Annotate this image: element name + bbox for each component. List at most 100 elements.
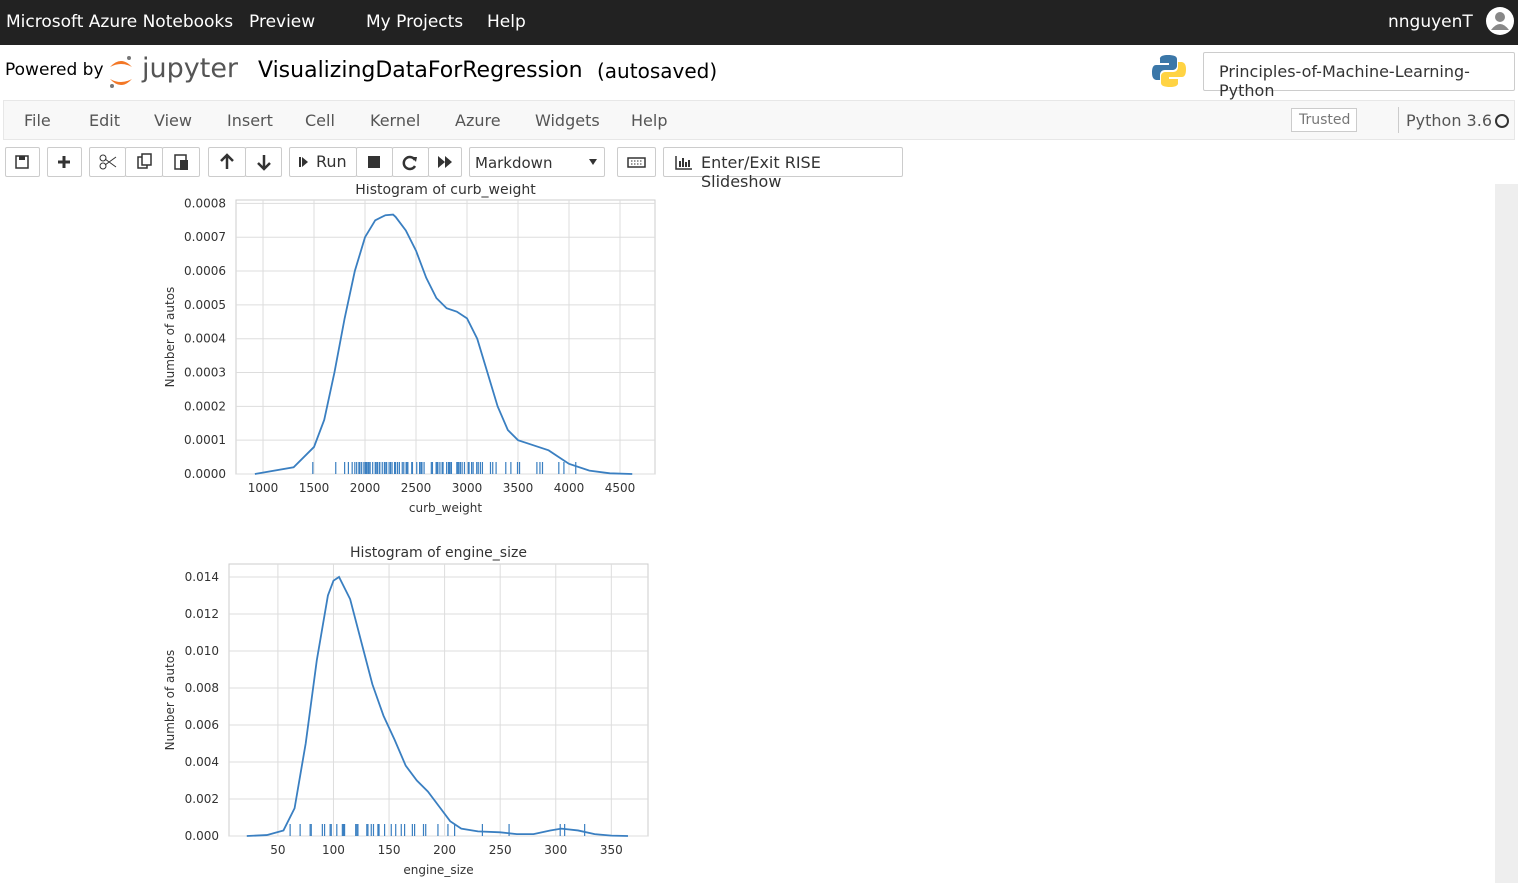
toolbar: Run Markdown Enter/Exit RISE Slideshow — [0, 145, 1518, 191]
x-tick-label: 150 — [378, 843, 401, 857]
menu-item[interactable]: Azure — [455, 111, 501, 130]
insert-button[interactable] — [47, 147, 82, 177]
y-tick-label: 0.0002 — [184, 399, 226, 413]
run-icon — [299, 157, 308, 167]
plot-area — [228, 563, 649, 837]
plus-icon — [58, 156, 70, 168]
copy-icon — [137, 153, 152, 169]
python-logo — [1152, 55, 1186, 87]
nav-link[interactable]: My Projects — [366, 12, 464, 32]
copy-button[interactable] — [125, 147, 163, 177]
project-button[interactable]: Principles-of-Machine-Learning-Python — [1203, 52, 1515, 100]
x-tick-label: 200 — [433, 843, 456, 857]
y-tick-label: 0.0001 — [184, 433, 226, 447]
cell-type[interactable]: Markdown — [475, 154, 553, 172]
keyboard-button[interactable] — [617, 147, 656, 177]
chart-title: Histogram of curb_weight — [355, 184, 536, 198]
y-tick-label: 0.006 — [185, 718, 219, 732]
save-button[interactable] — [5, 147, 40, 177]
x-axis-label: curb_weight — [409, 501, 483, 515]
cut-icon — [99, 154, 117, 170]
notebook-name[interactable]: VisualizingDataForRegression — [258, 58, 583, 83]
paste-button[interactable] — [162, 147, 200, 177]
menu-bar: Trusted Python 3.6 File Edit View Insert Cel… — [3, 100, 1515, 140]
save-status: (autosaved) — [597, 59, 718, 83]
y-tick-label: 0.002 — [185, 792, 219, 806]
restart-icon — [402, 155, 417, 171]
nav-link[interactable]: Help — [487, 12, 526, 32]
y-tick-label: 0.014 — [185, 570, 219, 584]
menu-item[interactable]: Help — [631, 111, 668, 130]
avatar[interactable] — [1485, 6, 1515, 36]
y-axis-label: Number of autos — [163, 287, 177, 388]
run-label[interactable]: Run — [316, 152, 347, 171]
preview: Preview — [249, 12, 316, 32]
x-tick-label: 3500 — [503, 481, 534, 495]
cut-button[interactable] — [89, 147, 126, 177]
x-tick-label: 1000 — [248, 481, 279, 495]
kde-line — [246, 575, 629, 837]
restart-button[interactable] — [392, 147, 429, 177]
x-tick-label: 2000 — [350, 481, 381, 495]
x-axis-label: engine_size — [403, 863, 473, 877]
move-down-button[interactable] — [245, 147, 282, 177]
menu-item[interactable]: Cell — [305, 111, 335, 130]
menu-item[interactable]: Widgets — [535, 111, 600, 130]
x-tick-label: 3000 — [452, 481, 483, 495]
x-tick-label: 4500 — [605, 481, 636, 495]
x-tick-label: 350 — [600, 843, 623, 857]
stop-icon — [368, 156, 380, 168]
scrollbar[interactable] — [1495, 184, 1518, 883]
move-up-button[interactable] — [208, 147, 246, 177]
powered-by: Powered by — [5, 60, 104, 80]
project-name[interactable]: Principles-of-Machine-Learning-Python — [1219, 62, 1470, 100]
plot-area — [235, 199, 656, 475]
run-all-button[interactable] — [428, 147, 462, 177]
cell-type-select[interactable]: Markdown — [469, 147, 605, 177]
menu-item[interactable]: Kernel — [370, 111, 421, 130]
y-tick-label: 0.0000 — [184, 467, 226, 481]
paste-icon — [174, 154, 188, 170]
trusted[interactable]: Trusted — [1299, 112, 1351, 128]
menu-item[interactable]: View — [154, 111, 192, 130]
trusted-badge[interactable]: Trusted — [1291, 108, 1357, 132]
x-tick-label: 2500 — [401, 481, 432, 495]
y-tick-label: 0.0003 — [184, 366, 226, 380]
y-tick-label: 0.010 — [185, 644, 219, 658]
y-tick-label: 0.000 — [185, 829, 219, 843]
x-tick-label: 250 — [489, 843, 512, 857]
dropdown-arrow — [589, 159, 597, 165]
menu-item[interactable]: Insert — [227, 111, 273, 130]
chart-title: Histogram of engine_size — [350, 545, 527, 561]
y-tick-label: 0.0008 — [184, 196, 226, 210]
y-tick-label: 0.0006 — [184, 264, 226, 278]
run-button[interactable]: Run — [289, 147, 357, 177]
output-charts: 0.0000 0.0001 0.0002 0.0003 0.0004 0.0005 0.00… — [163, 184, 656, 877]
x-tick-label: 4000 — [554, 481, 585, 495]
notebook-area: 0.0000 0.0001 0.0002 0.0003 0.0004 0.0005 0.00… — [0, 184, 1495, 883]
rise-button[interactable]: Enter/Exit RISE Slideshow — [663, 147, 903, 191]
y-axis-label: Number of autos — [163, 650, 177, 751]
kernel-indicator — [1495, 114, 1509, 128]
jupyter-logo[interactable]: jupyter — [142, 53, 239, 84]
fast-forward-icon — [438, 156, 452, 168]
separator — [1398, 107, 1399, 133]
chart-icon — [675, 156, 692, 170]
x-tick-label: 50 — [270, 843, 285, 857]
y-tick-label: 0.008 — [185, 681, 219, 695]
kernel-name: Python 3.6 — [1406, 111, 1492, 130]
brand[interactable]: Microsoft Azure Notebooks — [6, 12, 234, 32]
jupyter-logo-mark — [110, 56, 132, 88]
y-tick-label: 0.0005 — [184, 298, 226, 312]
interrupt-button[interactable] — [356, 147, 393, 177]
menu-item[interactable]: Edit — [89, 111, 120, 130]
menu-item[interactable]: File — [24, 111, 51, 130]
kde-line — [254, 213, 633, 475]
rise-label[interactable]: Enter/Exit RISE Slideshow — [701, 153, 821, 191]
up-icon — [220, 153, 234, 169]
x-tick-label: 100 — [322, 843, 345, 857]
header: Powered by jupyter VisualizingDataForReg… — [0, 45, 1518, 100]
user-name[interactable]: nnguyenT — [1388, 12, 1473, 32]
y-tick-label: 0.0007 — [184, 230, 226, 244]
